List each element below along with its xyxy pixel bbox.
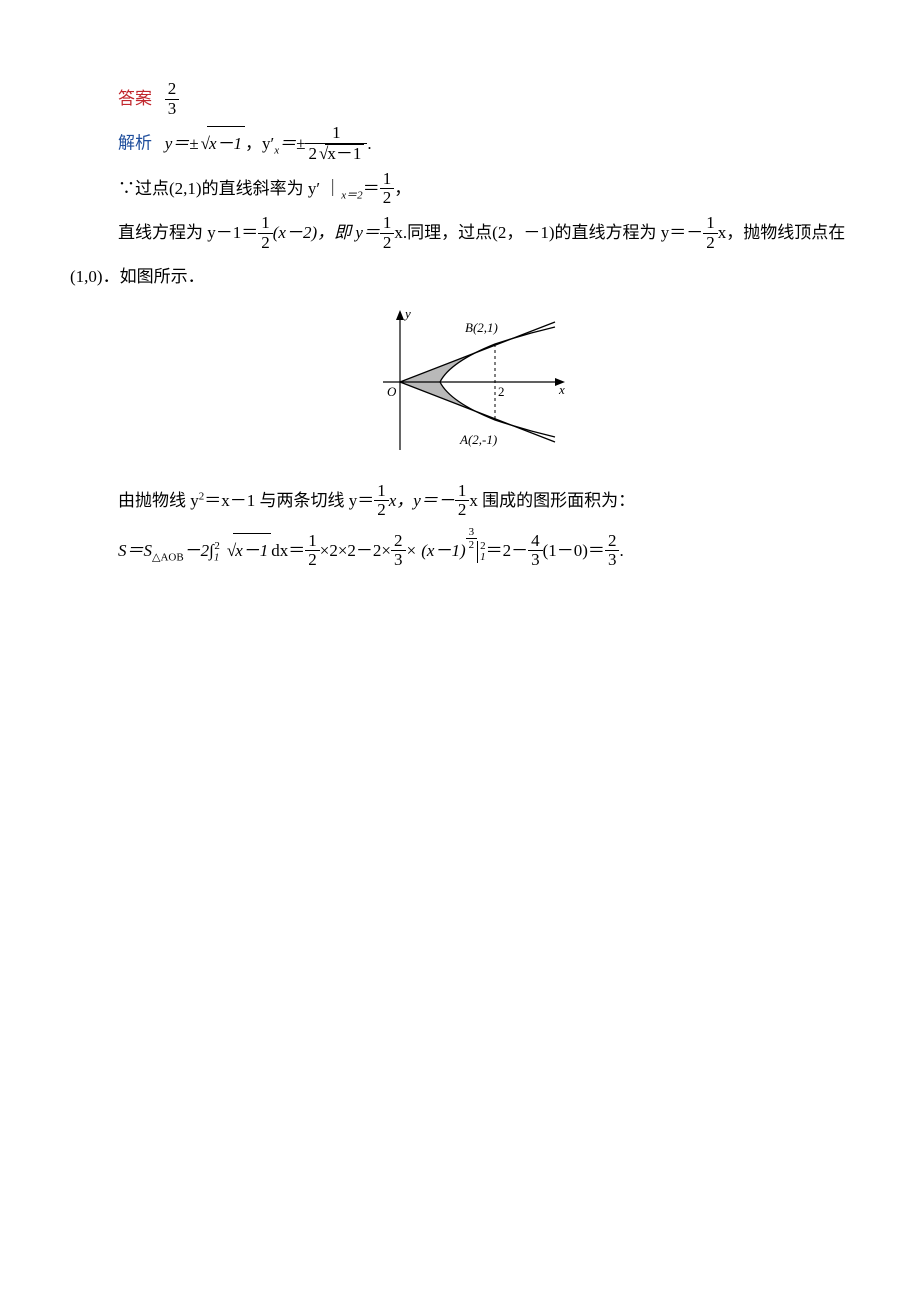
analysis-label: 解析 [118,134,152,153]
figure-container: y x O 2 B(2,1) A(2,-1) [70,304,850,471]
label-A: A(2,-1) [459,432,497,447]
expr-5: 由抛物线 y2＝x－1 与两条切线 y＝12x，y＝－12x 围成的图形面积为： [118,491,635,510]
answer-line: 答案 23 [118,81,850,119]
expr-3: 直线方程为 y－1＝12(x－2)，即 y＝12x.同理，过点(2，－1)的直线… [118,223,845,242]
analysis-line-6: S＝S△AOB－2∫12x－1dx＝12×2×2－2×23× (x－1)3221… [118,527,850,571]
label-O: O [387,384,397,399]
label-x: x [558,382,565,397]
label-2: 2 [498,384,505,399]
answer-label: 答案 [118,89,152,108]
analysis-line-3: 直线方程为 y－1＝12(x－2)，即 y＝12x.同理，过点(2，－1)的直线… [118,215,850,253]
analysis-line-3b: (1,0)．如图所示． [70,260,850,294]
vertex-text: (1,0)．如图所示． [70,267,205,286]
expr-2: ∵过点(2,1)的直线斜率为 y′ ｜x＝2＝12， [118,179,411,198]
answer-value: 23 [156,89,179,108]
analysis-line-1: 解析 y＝±x－1，y′x＝±12x－1. [118,125,850,164]
expr-1: y＝±x－1，y′x＝±12x－1. [156,134,371,153]
parabola-figure: y x O 2 B(2,1) A(2,-1) [345,304,575,459]
label-y: y [403,306,411,321]
label-B: B(2,1) [465,320,498,335]
analysis-line-5: 由抛物线 y2＝x－1 与两条切线 y＝12x，y＝－12x 围成的图形面积为： [118,483,850,521]
expr-6: S＝S△AOB－2∫12x－1dx＝12×2×2－2×23× (x－1)3221… [118,541,624,560]
analysis-line-2: ∵过点(2,1)的直线斜率为 y′ ｜x＝2＝12， [118,171,850,209]
parabola-upper [440,327,555,382]
y-axis-arrow [396,310,404,320]
